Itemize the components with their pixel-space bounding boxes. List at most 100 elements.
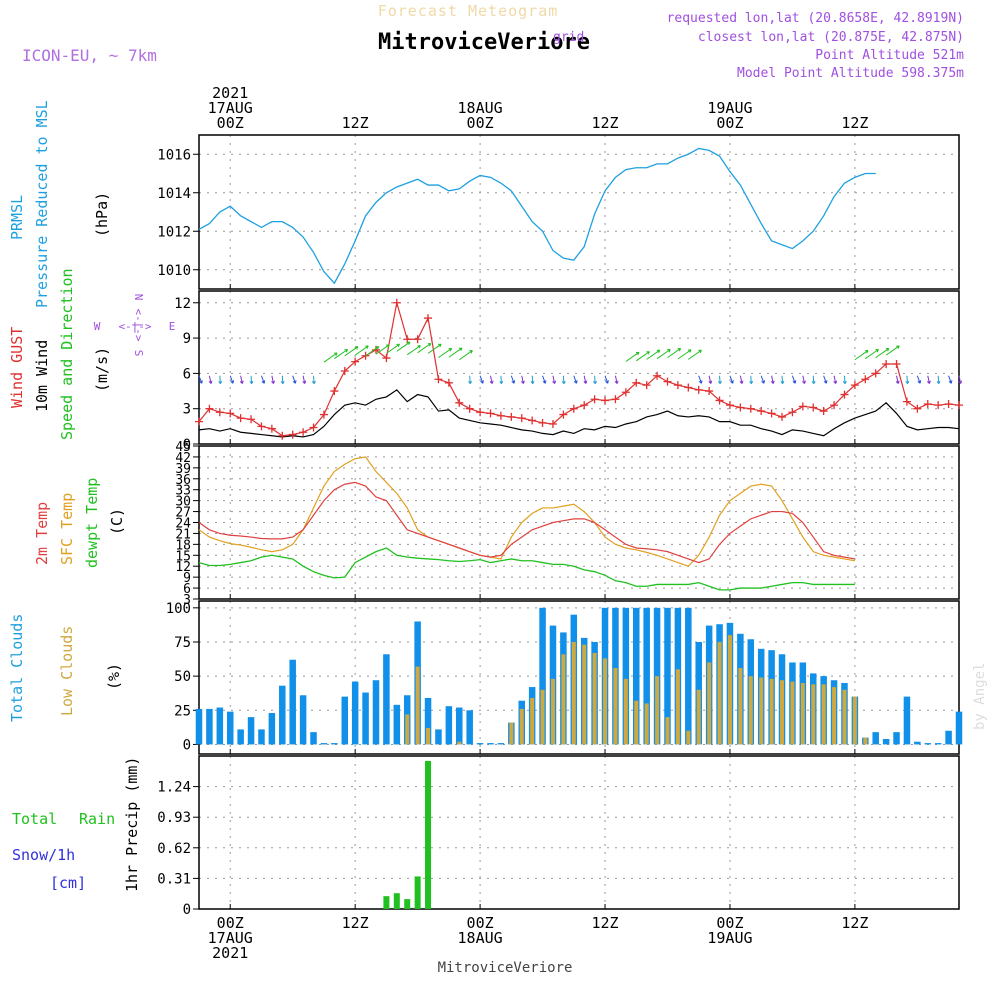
wind-arrow-head — [905, 380, 910, 385]
wind-arrow — [531, 375, 534, 384]
top-time-label: 00Z — [467, 114, 494, 132]
total-cloud-bar — [268, 713, 276, 745]
precip-bar — [393, 893, 400, 909]
total-cloud-bar — [466, 710, 473, 745]
gust-marker — [850, 381, 859, 390]
wind-arrow-head — [646, 351, 650, 355]
wind-arrow-head — [311, 380, 316, 385]
low-cloud-bar — [686, 730, 691, 745]
gust-marker — [642, 381, 651, 390]
total-cloud-bar — [497, 743, 505, 745]
total-cloud-bar — [633, 607, 640, 745]
precip-tick-label: 0.93 — [157, 810, 191, 826]
total-cloud-bar — [341, 696, 349, 745]
gust-marker — [205, 404, 214, 413]
temp-tick-label: 24 — [175, 517, 191, 532]
total-cloud-bar — [383, 654, 390, 745]
wind-arrow-head — [271, 380, 275, 384]
wind-arrow — [292, 375, 296, 384]
wind-arrow-head — [375, 346, 380, 350]
low-cloud-bar — [603, 658, 608, 745]
wind-speed-line — [198, 389, 960, 438]
wind-arrow — [823, 375, 827, 384]
gust-marker — [725, 401, 734, 410]
wind-arrow-head — [292, 380, 297, 384]
pressure-line — [198, 147, 876, 285]
low-cloud-bar — [759, 677, 764, 745]
wind-arrow — [625, 351, 640, 362]
wind-tick-label: 0 — [183, 437, 191, 453]
wind-arrow-head — [687, 349, 692, 353]
wind-arrow-head — [698, 380, 703, 384]
temp-tick-label: 45 — [175, 440, 191, 455]
wind-arrow-head — [365, 345, 369, 349]
low-cloud-bar — [675, 669, 680, 745]
gust-marker — [319, 410, 328, 419]
bottom-time-label: 00Z — [467, 914, 494, 932]
pressure-tick-label: 1014 — [157, 186, 191, 202]
total-cloud-bar — [331, 743, 338, 745]
total-cloud-bar — [393, 704, 401, 745]
precip-snow-label: Snow/1h — [12, 846, 75, 864]
total-cloud-bar — [664, 607, 671, 745]
total-cloud-bar — [539, 607, 546, 745]
gust-marker — [934, 401, 943, 410]
wind-unit: (m/s) — [93, 347, 111, 392]
wind-arrow-head — [917, 380, 922, 384]
total-cloud-bar — [247, 717, 255, 745]
wind-tick-label: 6 — [183, 366, 191, 382]
clouds-tick-label: 25 — [174, 703, 191, 719]
total-cloud-bar — [487, 743, 494, 745]
wind-arrow — [334, 349, 348, 360]
model-altitude: Model Point Altitude 598.375m — [737, 66, 964, 81]
wind-arrow — [781, 375, 784, 384]
wind-arrow — [354, 345, 369, 356]
gust-marker — [507, 412, 516, 421]
temp-tick-label: 42 — [175, 451, 191, 466]
wind-arrow — [208, 375, 212, 384]
wind-arrow — [812, 375, 815, 384]
temp-dew-label: dewpt Temp — [83, 478, 101, 568]
gust-marker — [767, 409, 776, 418]
gust-marker — [195, 417, 203, 426]
clouds-tick-label: 50 — [174, 669, 191, 685]
wind-arrow — [916, 375, 921, 384]
gust-marker — [684, 383, 693, 392]
wind-arrow — [667, 348, 681, 359]
total-cloud-bar — [424, 697, 432, 745]
low-cloud-bar — [634, 700, 639, 745]
wind-arrow-head — [792, 380, 797, 384]
prmsl-label: PRMSL — [8, 195, 26, 240]
pressure-tick-label: 1012 — [157, 224, 191, 240]
wind-arrow — [677, 349, 692, 360]
wind-arrow — [281, 375, 284, 384]
wind-arrow — [573, 375, 578, 384]
precip-bar — [425, 760, 432, 909]
total-cloud-bar — [924, 743, 932, 745]
temp-tick-label: 33 — [175, 484, 191, 499]
pressure-labels: PRMSL Pressure Reduced to MSL (hPa) — [8, 100, 111, 308]
wind-arrow-head — [280, 380, 285, 385]
wind-arrow — [479, 375, 484, 384]
total-cloud-bar — [903, 696, 911, 745]
wind-arrow — [771, 375, 774, 384]
wind-arrow — [427, 343, 442, 354]
gust-marker — [444, 378, 453, 387]
total-cloud-bar — [685, 607, 692, 745]
low-cloud-bar — [738, 667, 743, 745]
precip-tick-label: 0 — [183, 902, 191, 918]
wind-arrow — [614, 375, 618, 384]
gust-marker — [923, 399, 932, 408]
wind-arrow-head — [458, 347, 463, 352]
top-time-label: 00Z — [217, 114, 244, 132]
temp-2m-line — [198, 481, 855, 564]
low-cloud-bar — [530, 697, 535, 745]
wind-arrow-head — [770, 380, 775, 384]
wind-arrow — [843, 375, 846, 384]
wind-arrow — [896, 375, 899, 384]
wind-arrow — [448, 347, 463, 358]
gust-marker — [902, 397, 911, 406]
wind-arrow — [594, 375, 596, 384]
temp-2m-label: 2m Temp — [33, 502, 51, 565]
